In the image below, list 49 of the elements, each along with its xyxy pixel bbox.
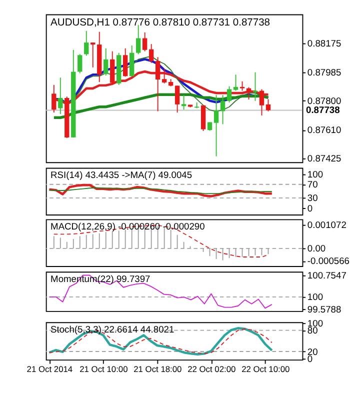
chart-title: AUDUSD,H1 0.87776 0.87810 0.87731 0.87738	[50, 18, 270, 29]
line-series	[48, 274, 272, 309]
y-tick-label: 0.88175	[307, 38, 342, 48]
candlestick	[214, 94, 219, 157]
y-tick-label: 99.5788	[307, 304, 342, 314]
candlestick	[220, 94, 226, 125]
x-tick-label: 21 Oct 18:00	[134, 364, 182, 374]
chart-title: RSI(14) 43.4435 ->MA(7) 49.0045	[50, 170, 192, 180]
candlestick	[90, 42, 96, 68]
candlestick	[226, 86, 232, 103]
y-tick-label: 0.87425	[307, 154, 342, 164]
y-tick-label: 70	[307, 180, 318, 190]
y-tick-label: 0.001072	[307, 220, 346, 230]
y-tick-label: 0.87800	[307, 96, 342, 106]
candlestick	[136, 24, 141, 55]
candlestick	[174, 85, 180, 114]
chart-title: Stoch(5,3,3) 22.6614 44.8021	[50, 324, 174, 334]
y-tick-label: 100.7547	[307, 270, 346, 280]
y-tick-label: 0.87610	[307, 125, 342, 136]
x-tick-label: 22 Oct 10:00	[242, 364, 290, 374]
candlestick	[240, 80, 245, 92]
ref-line-label: 0.87738	[306, 105, 340, 116]
y-tick-label: -0.000566	[307, 256, 350, 266]
candlestick	[233, 74, 238, 92]
y-tick-label: 0	[307, 203, 313, 214]
candlestick	[104, 48, 108, 76]
x-tick-label: 22 Oct 02:00	[188, 364, 236, 374]
candlestick	[58, 77, 63, 115]
candlestick	[142, 32, 148, 52]
y-tick-label: 30	[307, 193, 318, 204]
x-tick-label: 21 Oct 10:00	[80, 364, 128, 374]
line-series	[53, 224, 269, 258]
candlestick	[200, 104, 206, 132]
y-tick-label: 100	[307, 292, 324, 302]
candlestick	[123, 48, 128, 78]
y-tick-label: 80	[307, 326, 318, 336]
y-tick-label: 0.87985	[307, 68, 342, 78]
candlestick	[84, 30, 89, 56]
candlestick	[194, 102, 200, 109]
y-tick-label: 0.00	[307, 244, 326, 254]
y-tick-label: 100	[307, 169, 324, 180]
candlestick	[181, 94, 186, 110]
candlestick	[266, 98, 271, 112]
x-tick-label: 21 Oct 2014	[26, 364, 73, 374]
candlestick	[148, 44, 154, 64]
line-series	[48, 184, 274, 198]
candlestick	[130, 44, 134, 78]
candlestick	[78, 54, 82, 74]
chart-title: MACD(12,26,9) -0.000260 -0.000290	[50, 222, 205, 232]
